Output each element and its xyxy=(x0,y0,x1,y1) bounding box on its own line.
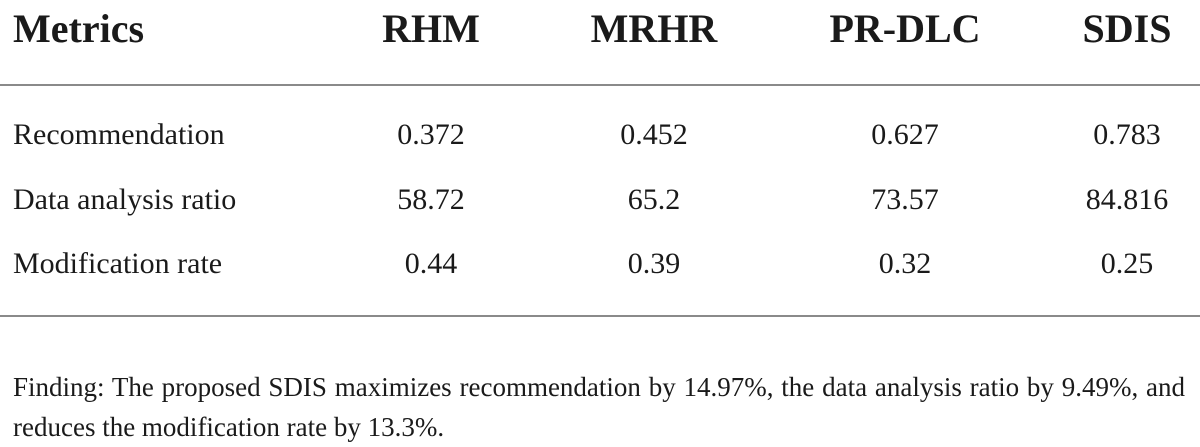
table-cell: 73.57 xyxy=(871,183,939,216)
row-label-data-analysis-ratio: Data analysis ratio xyxy=(13,183,237,216)
table-cell: 65.2 xyxy=(627,183,681,216)
table-cell: 0.372 xyxy=(397,118,465,151)
header-divider xyxy=(0,84,1200,86)
row-label-recommendation: Recommendation xyxy=(13,118,225,151)
table-cell: 84.816 xyxy=(1085,183,1169,216)
table-cell: 0.32 xyxy=(878,247,932,280)
table-cell: 58.72 xyxy=(397,183,465,216)
header-metrics: Metrics xyxy=(13,6,145,51)
table-cell: 0.39 xyxy=(627,247,681,280)
table-cell: 0.627 xyxy=(871,118,939,151)
table-cell: 0.25 xyxy=(1100,247,1154,280)
header-sdis: SDIS xyxy=(1082,6,1172,51)
header-mrhr: MRHR xyxy=(590,6,718,51)
table-footnote: Finding: The proposed SDIS maximizes rec… xyxy=(13,372,1185,442)
table-cell: 0.452 xyxy=(620,118,688,151)
header-rhm: RHM xyxy=(382,6,480,51)
table-bottom-divider xyxy=(0,315,1200,317)
header-pr-dlc: PR-DLC xyxy=(829,6,981,51)
table-cell: 0.783 xyxy=(1093,118,1161,151)
table-cell: 0.44 xyxy=(404,247,458,280)
row-label-modification-rate: Modification rate xyxy=(13,247,223,280)
